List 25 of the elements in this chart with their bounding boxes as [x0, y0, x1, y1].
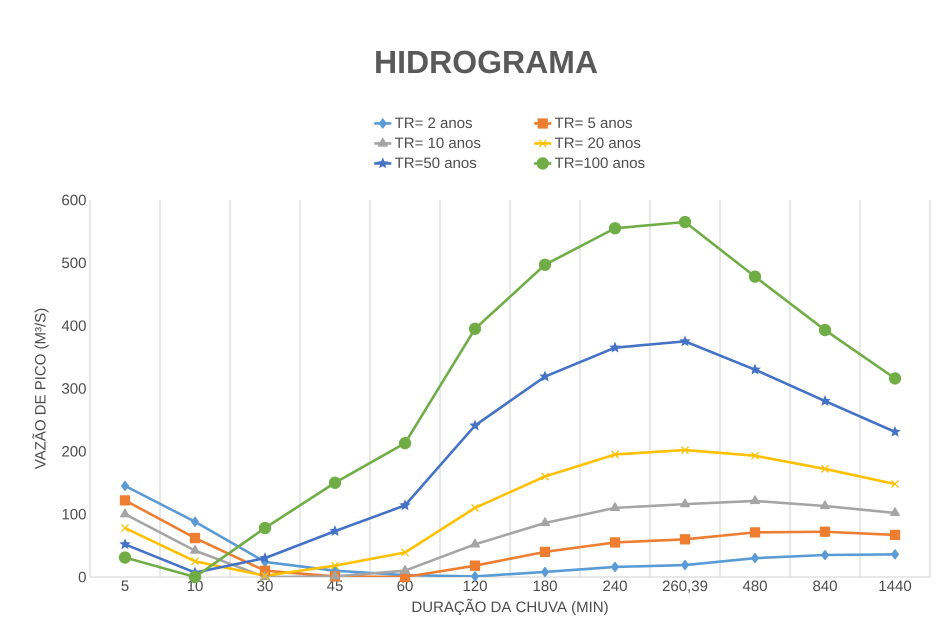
x-tick-label: 260,39 — [662, 580, 708, 593]
legend-label: TR= 20 anos — [554, 137, 640, 148]
x-tick-label: 480 — [742, 580, 767, 592]
y-tick-label: 300 — [62, 383, 86, 394]
x-tick-label: 180 — [534, 580, 557, 592]
y-tick-label: 500 — [62, 258, 86, 268]
y-axis-title: VAZÃO DE PICO (M³/S) — [32, 308, 49, 470]
legend-label: TR=50 anos — [394, 157, 476, 168]
y-tick-label: 0 — [78, 572, 86, 582]
y-tick-label: 600 — [62, 194, 86, 206]
legend-label: TR= 10 anos — [394, 137, 480, 148]
y-tick-label: 200 — [62, 446, 86, 457]
x-tick-label: 1440 — [879, 580, 912, 592]
x-tick-label: 240 — [603, 580, 627, 592]
x-tick-label: 30 — [257, 580, 273, 592]
y-tick-label: 400 — [62, 320, 86, 331]
x-tick-label: 120 — [464, 580, 487, 592]
legend-label: TR= 2 anos — [394, 117, 472, 128]
legend-label: TR= 5 anos — [554, 118, 632, 128]
y-tick-label: 100 — [62, 508, 86, 520]
chart-title: HIDROGRAMA — [376, 50, 598, 74]
x-tick-label: 5 — [121, 580, 129, 591]
legend-label: TR=100 anos — [554, 157, 644, 168]
x-tick-label: 840 — [813, 580, 837, 592]
x-axis-title: DURAÇÃO DA CHUVA (MIN) — [412, 598, 608, 616]
